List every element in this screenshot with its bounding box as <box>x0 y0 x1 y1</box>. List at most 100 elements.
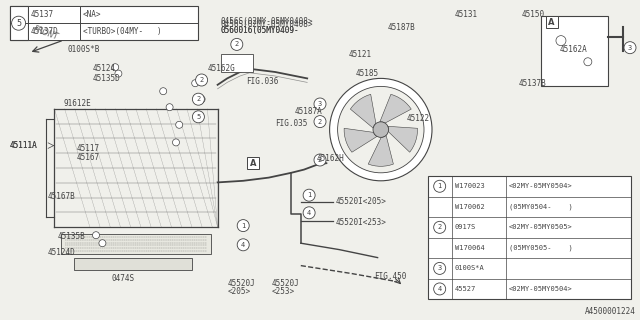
Text: 0100S*A: 0100S*A <box>455 265 484 271</box>
Text: W170062: W170062 <box>455 204 484 210</box>
Text: 4: 4 <box>307 210 311 216</box>
Text: 4: 4 <box>241 242 245 248</box>
Text: 45187B: 45187B <box>387 23 415 32</box>
Circle shape <box>193 93 204 105</box>
Text: W170064: W170064 <box>455 245 484 251</box>
Circle shape <box>237 220 249 232</box>
Circle shape <box>330 78 432 181</box>
Text: 45167B: 45167B <box>48 192 76 201</box>
Text: 2: 2 <box>196 96 200 102</box>
Text: 5: 5 <box>196 114 200 120</box>
Text: 45131: 45131 <box>454 10 477 19</box>
Circle shape <box>337 86 424 173</box>
Circle shape <box>166 104 173 111</box>
Text: <205>: <205> <box>227 287 250 296</box>
Circle shape <box>112 64 118 71</box>
Text: 45135B: 45135B <box>58 232 85 241</box>
Text: FIG.036: FIG.036 <box>246 77 279 86</box>
Text: 2: 2 <box>438 224 442 230</box>
Text: 45520J: 45520J <box>272 279 300 288</box>
Text: W170023: W170023 <box>455 183 484 189</box>
Circle shape <box>556 36 566 46</box>
Text: A4500001224: A4500001224 <box>585 307 636 316</box>
Circle shape <box>115 70 122 77</box>
Text: 45187A: 45187A <box>294 108 322 116</box>
Text: 45111A: 45111A <box>10 141 37 150</box>
Text: 91612E: 91612E <box>64 100 92 108</box>
Text: 0560016(05MY0409-: 0560016(05MY0409- <box>221 26 300 35</box>
Text: 3: 3 <box>438 265 442 271</box>
Bar <box>541 16 608 86</box>
Text: 3: 3 <box>628 45 632 51</box>
Text: 45124: 45124 <box>93 64 116 73</box>
Bar <box>428 176 631 299</box>
Text: 45122: 45122 <box>406 114 429 123</box>
Text: 45162H: 45162H <box>317 154 344 163</box>
Text: 45185: 45185 <box>355 69 378 78</box>
Text: 45111A: 45111A <box>10 141 37 150</box>
Text: 1: 1 <box>241 223 245 228</box>
Text: <02MY-05MY0504>: <02MY-05MY0504> <box>509 183 573 189</box>
Text: 45167: 45167 <box>77 153 100 162</box>
Circle shape <box>193 111 204 123</box>
Text: FRONT: FRONT <box>33 24 60 42</box>
Circle shape <box>237 239 249 251</box>
Text: 45121: 45121 <box>349 50 372 59</box>
Bar <box>28 6 79 40</box>
Text: 45137B: 45137B <box>518 79 546 88</box>
Text: 0917S: 0917S <box>455 224 476 230</box>
Circle shape <box>303 189 315 201</box>
Text: 45150: 45150 <box>522 10 545 19</box>
Circle shape <box>624 42 636 54</box>
Text: 45527: 45527 <box>455 286 476 292</box>
Text: 45520I<253>: 45520I<253> <box>336 218 387 227</box>
Polygon shape <box>388 126 417 152</box>
Bar <box>546 16 557 28</box>
Text: 2: 2 <box>235 41 239 47</box>
Text: FIG.450: FIG.450 <box>374 272 407 281</box>
Text: 2: 2 <box>318 119 322 124</box>
Text: 45117: 45117 <box>77 144 100 153</box>
Text: (05MY0504-    ): (05MY0504- ) <box>509 204 573 210</box>
Circle shape <box>231 38 243 50</box>
Text: FIG.035: FIG.035 <box>275 119 308 128</box>
Text: 3: 3 <box>318 101 322 107</box>
Text: 0560016(05MY0409-: 0560016(05MY0409- <box>221 26 300 35</box>
Text: <253>: <253> <box>272 287 295 296</box>
Circle shape <box>196 74 207 86</box>
Text: <TURBO>(04MY-   ): <TURBO>(04MY- ) <box>83 27 161 36</box>
Circle shape <box>303 207 315 219</box>
Circle shape <box>160 88 166 95</box>
Text: 45124D: 45124D <box>48 248 76 257</box>
Text: 45520J: 45520J <box>227 279 255 288</box>
Circle shape <box>198 96 205 103</box>
Circle shape <box>434 283 445 295</box>
Bar <box>247 157 259 169</box>
Text: (05MY0505-    ): (05MY0505- ) <box>509 244 573 251</box>
Circle shape <box>192 80 198 87</box>
Text: 1: 1 <box>438 183 442 189</box>
Circle shape <box>434 180 445 192</box>
Bar <box>74 258 192 270</box>
Circle shape <box>93 232 99 239</box>
Text: 45162A: 45162A <box>560 45 588 54</box>
Polygon shape <box>380 94 412 123</box>
Text: 45520I<205>: 45520I<205> <box>336 197 387 206</box>
Text: <NA>: <NA> <box>83 10 101 19</box>
Bar <box>221 54 253 72</box>
Text: A: A <box>250 159 256 168</box>
Bar <box>61 234 211 254</box>
Circle shape <box>373 122 388 137</box>
Circle shape <box>314 116 326 128</box>
Circle shape <box>584 58 592 66</box>
Text: 0100S*B: 0100S*B <box>67 45 100 54</box>
Text: 2: 2 <box>318 157 322 163</box>
Circle shape <box>434 221 445 233</box>
Text: <02MY-05MY0505>: <02MY-05MY0505> <box>509 224 573 230</box>
Text: 4: 4 <box>438 286 442 292</box>
Text: 0456S(02MY-05MY0408>: 0456S(02MY-05MY0408> <box>221 20 314 28</box>
Polygon shape <box>350 94 376 128</box>
Circle shape <box>434 262 445 275</box>
Text: 0456S(02MY-05MY0408>: 0456S(02MY-05MY0408> <box>221 17 314 26</box>
Text: 45162G: 45162G <box>208 64 236 73</box>
